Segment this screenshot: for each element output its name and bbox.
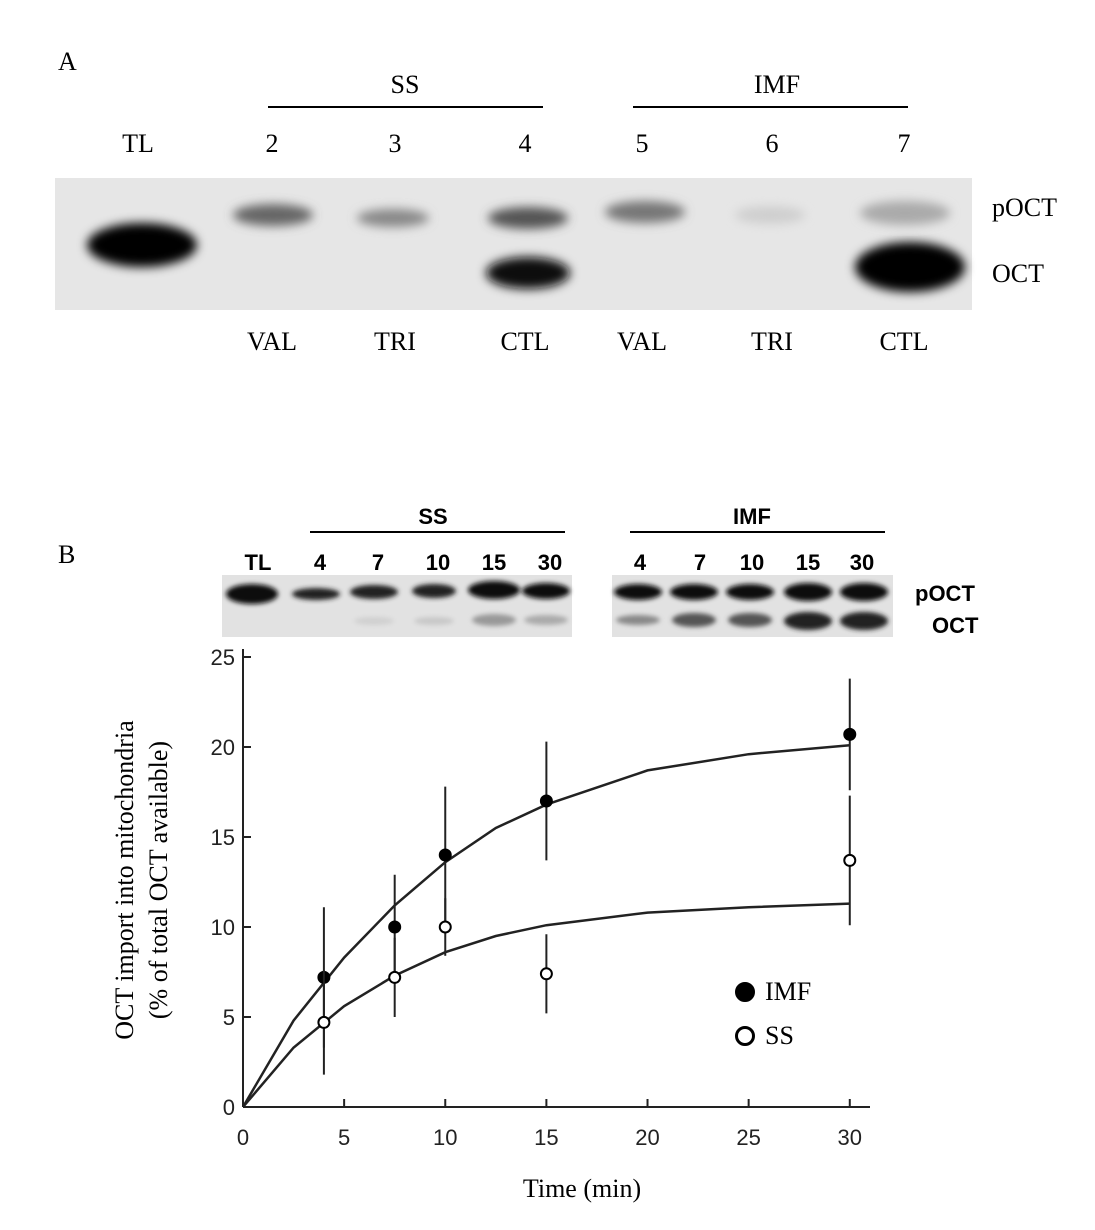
band-label: OCT bbox=[992, 259, 1044, 288]
y-axis-label: OCT import into mitochondria bbox=[110, 720, 139, 1040]
lane-label: 30 bbox=[538, 550, 562, 575]
x-tick-label: 20 bbox=[635, 1125, 659, 1150]
lane-label: 7 bbox=[694, 550, 706, 575]
band-label: pOCT bbox=[992, 193, 1057, 222]
treatment-label: TRI bbox=[374, 327, 416, 356]
group-label: IMF bbox=[733, 504, 771, 529]
lane-label: 2 bbox=[266, 129, 279, 158]
x-tick-label: 15 bbox=[534, 1125, 558, 1150]
fit-curve bbox=[241, 743, 850, 1108]
y-tick-label: 15 bbox=[211, 825, 235, 850]
x-tick-label: 30 bbox=[838, 1125, 862, 1150]
legend-marker bbox=[735, 1026, 755, 1046]
lane-label: TL bbox=[245, 550, 272, 575]
group-label: SS bbox=[418, 504, 447, 529]
lane-label: 5 bbox=[636, 129, 649, 158]
treatment-label: TRI bbox=[751, 327, 793, 356]
gel-b-ss bbox=[222, 575, 572, 637]
treatment-label: CTL bbox=[879, 327, 928, 356]
lane-label: 10 bbox=[426, 550, 450, 575]
fit-curve bbox=[242, 902, 850, 1108]
data-point bbox=[438, 848, 452, 862]
lane-label: 4 bbox=[519, 129, 532, 158]
x-tick-label: 10 bbox=[433, 1125, 457, 1150]
y-tick-label: 0 bbox=[223, 1095, 235, 1120]
legend-label: SS bbox=[765, 1021, 794, 1050]
gel-b-bands bbox=[226, 581, 888, 630]
treatment-label: CTL bbox=[500, 327, 549, 356]
data-point bbox=[539, 794, 553, 808]
band-label: OCT bbox=[932, 613, 979, 638]
x-tick-label: 0 bbox=[237, 1125, 249, 1150]
x-tick-label: 5 bbox=[338, 1125, 350, 1150]
y-tick-label: 20 bbox=[211, 735, 235, 760]
lane-label: 15 bbox=[482, 550, 506, 575]
treatment-label: VAL bbox=[247, 327, 297, 356]
lane-label: 7 bbox=[898, 129, 911, 158]
y-tick-label: 10 bbox=[211, 915, 235, 940]
lane-label: 4 bbox=[634, 550, 647, 575]
lane-label: 4 bbox=[314, 550, 327, 575]
treatment-label: VAL bbox=[617, 327, 667, 356]
data-point bbox=[843, 727, 857, 741]
group-label: IMF bbox=[754, 70, 800, 99]
data-point bbox=[388, 970, 402, 984]
lane-label: 15 bbox=[796, 550, 820, 575]
lane-label: 10 bbox=[740, 550, 764, 575]
data-point bbox=[388, 920, 402, 934]
legend-marker bbox=[735, 982, 755, 1002]
y-tick-label: 25 bbox=[211, 645, 235, 670]
panel-label: B bbox=[58, 540, 75, 569]
y-tick-label: 5 bbox=[223, 1005, 235, 1030]
data-point bbox=[843, 853, 857, 867]
band-label: pOCT bbox=[915, 581, 975, 606]
lane-label: 6 bbox=[766, 129, 779, 158]
y-axis-label: (% of total OCT available) bbox=[144, 741, 173, 1019]
lane-label: TL bbox=[122, 129, 154, 158]
x-axis-label: Time (min) bbox=[523, 1174, 641, 1203]
legend-label: IMF bbox=[765, 977, 811, 1006]
data-point bbox=[438, 920, 452, 934]
data-point bbox=[539, 967, 553, 981]
lane-label: 3 bbox=[389, 129, 402, 158]
x-tick-label: 25 bbox=[736, 1125, 760, 1150]
data-point bbox=[317, 1015, 331, 1029]
panel-label: A bbox=[58, 47, 77, 76]
group-label: SS bbox=[391, 70, 420, 99]
gel-a-bands bbox=[87, 201, 965, 292]
lane-label: 7 bbox=[372, 550, 384, 575]
lane-label: 30 bbox=[850, 550, 874, 575]
